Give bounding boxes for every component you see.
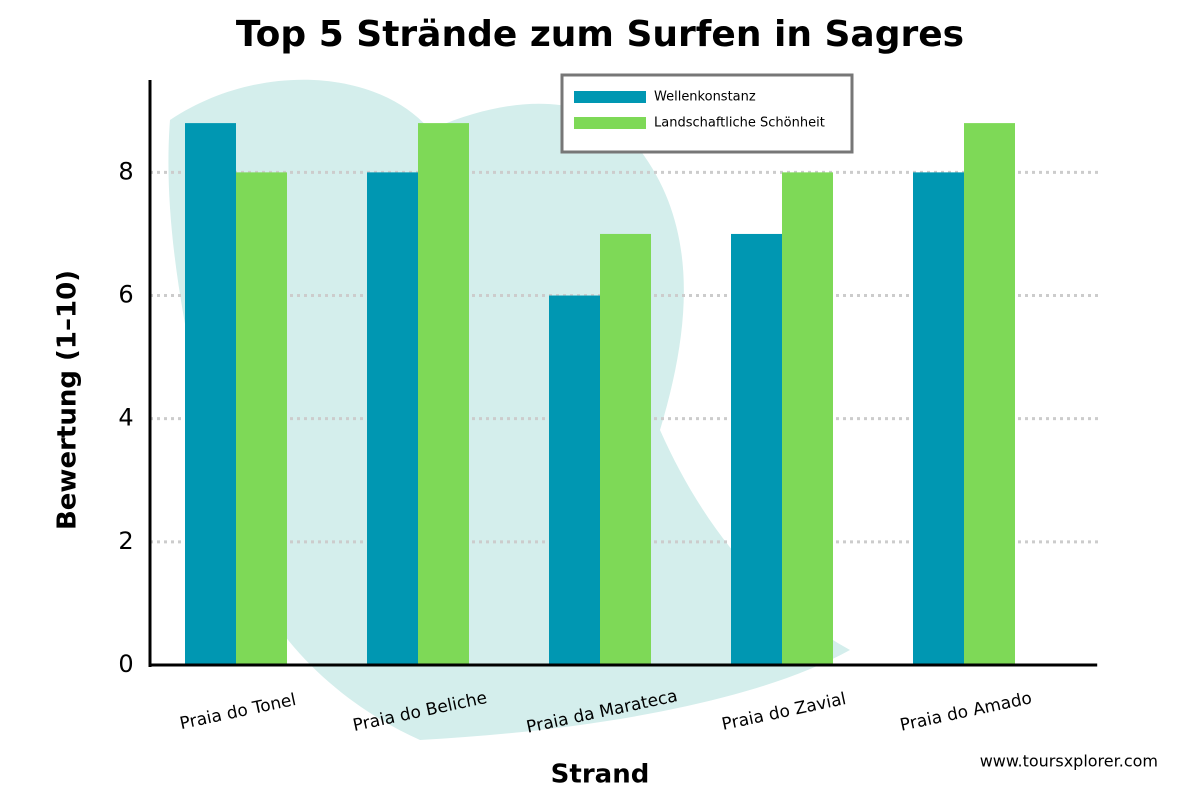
chart-title: Top 5 Strände zum Surfen in Sagres bbox=[236, 14, 964, 55]
bar bbox=[913, 172, 964, 666]
decoration bbox=[168, 79, 850, 740]
bar bbox=[549, 295, 600, 665]
legend-box bbox=[560, 73, 854, 154]
legend: Wellenkonstanz Landschaftliche Schönheit bbox=[560, 73, 854, 154]
watermark: www.toursxplorer.com bbox=[980, 752, 1158, 771]
bar bbox=[185, 123, 236, 665]
y-tick-label: 4 bbox=[118, 404, 133, 432]
legend-swatch bbox=[574, 117, 646, 129]
bar bbox=[782, 172, 833, 666]
surfer-wave bbox=[168, 79, 850, 740]
y-tick-label: 8 bbox=[118, 157, 133, 185]
bar bbox=[418, 123, 469, 665]
bar bbox=[731, 233, 782, 665]
y-tick-label: 6 bbox=[118, 281, 133, 309]
legend-label: Wellenkonstanz bbox=[654, 90, 756, 105]
y-tick-label: 2 bbox=[118, 527, 133, 555]
y-tick-label: 0 bbox=[118, 650, 133, 678]
x-axis-title: Strand bbox=[551, 760, 650, 790]
bar bbox=[236, 172, 287, 666]
bar bbox=[367, 172, 418, 666]
bar bbox=[600, 233, 651, 665]
legend-swatch bbox=[574, 91, 646, 103]
y-axis-title: Bewertung (1–10) bbox=[53, 270, 83, 530]
legend-label: Landschaftliche Schönheit bbox=[654, 116, 825, 131]
bar bbox=[964, 123, 1015, 665]
